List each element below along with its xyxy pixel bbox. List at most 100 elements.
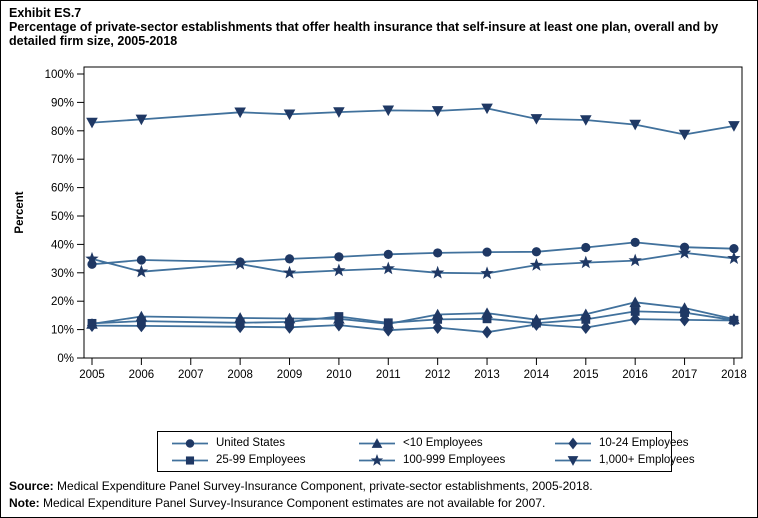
x-tick-label: 2009: [277, 369, 303, 381]
star-marker: [233, 256, 247, 270]
star-marker: [85, 251, 99, 265]
x-tick-label: 2017: [672, 369, 698, 381]
triangle-down-marker: [728, 121, 740, 132]
y-tick-label: 100%: [45, 69, 74, 81]
note-text: Medical Expenditure Panel Survey-Insuran…: [39, 496, 546, 510]
diamond-marker: [630, 312, 641, 326]
square-marker: [285, 317, 294, 327]
square-marker: [136, 316, 146, 326]
note-line: Note: Medical Expenditure Panel Survey-I…: [9, 495, 751, 512]
legend-sample-square: [172, 455, 208, 465]
square-marker: [532, 318, 541, 328]
y-tick-label: 40%: [51, 239, 74, 251]
y-tick-label: 60%: [51, 183, 74, 195]
star-marker: [677, 245, 692, 259]
exhibit-label: Exhibit ES.7: [9, 6, 82, 20]
legend-label: 100-999 Employees: [403, 454, 506, 466]
circle-marker: [482, 247, 492, 257]
legend-entry: <10 Employees: [358, 435, 554, 451]
triangle-down-marker: [567, 455, 579, 466]
y-axis-title: Percent: [14, 191, 26, 233]
star-marker: [628, 253, 642, 267]
square-marker: [482, 314, 492, 324]
star-marker: [431, 265, 445, 279]
square-marker: [581, 314, 591, 324]
note-label: Note:: [9, 496, 40, 510]
triangle-down-marker: [234, 107, 246, 119]
chart-title: Percentage of private-sector establishme…: [9, 20, 719, 48]
diamond-marker: [568, 437, 578, 449]
star-marker: [480, 266, 494, 280]
x-tick-label: 2010: [326, 369, 352, 381]
x-tick-label: 2007: [178, 369, 204, 381]
triangle-down-marker: [431, 106, 444, 117]
y-tick-label: 0%: [57, 353, 74, 365]
square-marker: [729, 315, 739, 325]
triangle-down-marker: [678, 129, 691, 141]
legend-sample-diamond: [555, 437, 591, 449]
legend-sample-star: [359, 453, 395, 466]
title-block: Exhibit ES.7 Percentage of private-secto…: [9, 6, 751, 48]
legend-label: 10-24 Employees: [599, 437, 689, 449]
x-tick-label: 2005: [79, 369, 105, 381]
legend-label: <10 Employees: [403, 437, 483, 449]
x-tick-label: 2012: [425, 369, 451, 381]
square-marker: [235, 318, 245, 328]
circle-marker: [630, 237, 640, 248]
x-tick-label: 2014: [524, 369, 550, 381]
x-tick-label: 2008: [227, 369, 253, 381]
circle-marker: [433, 248, 443, 258]
star-marker: [282, 265, 297, 279]
square-marker: [630, 307, 640, 316]
legend-entry: 100-999 Employees: [358, 452, 554, 468]
y-tick-label: 20%: [51, 296, 74, 308]
star-marker: [332, 263, 346, 277]
legend-entry: 25-99 Employees: [171, 452, 358, 468]
triangle-down-marker: [86, 117, 98, 129]
series-markers: [85, 245, 741, 280]
y-tick-label: 30%: [51, 268, 74, 280]
y-tick-label: 80%: [51, 126, 74, 138]
line-chart: 0% 10% 20% 30% 40% 50% 60% 70% 80% 90% 100% Percent…: [14, 66, 747, 381]
star-marker: [529, 258, 544, 271]
circle-marker: [581, 242, 591, 253]
star-marker: [727, 251, 741, 264]
legend-entry: United States: [171, 435, 358, 451]
triangle-up-marker: [371, 437, 383, 448]
triangle-down-marker: [530, 114, 543, 125]
diamond-marker: [432, 321, 443, 335]
diamond-marker: [482, 325, 493, 339]
x-tick-label: 2015: [573, 369, 599, 381]
square-marker: [185, 455, 195, 465]
triangle-down-marker: [629, 119, 641, 131]
footer: Source: Medical Expenditure Panel Survey…: [9, 478, 751, 512]
diamond-marker: [580, 321, 591, 335]
plot-border: [83, 66, 743, 359]
circle-marker: [185, 438, 195, 448]
circle-marker: [284, 254, 295, 264]
star-marker: [579, 255, 593, 269]
series-markers: [86, 103, 740, 141]
triangle-down-marker: [382, 105, 395, 117]
star-marker: [381, 261, 395, 275]
square-marker: [433, 314, 443, 324]
circle-marker: [334, 252, 344, 262]
source-text: Medical Expenditure Panel Survey-Insuran…: [53, 479, 593, 493]
legend: United States <10 Employees 10-24 Employee…: [157, 431, 695, 472]
square-marker: [383, 318, 393, 328]
triangle-down-marker: [283, 109, 296, 121]
square-marker: [334, 312, 344, 321]
legend-sample-circle: [172, 438, 208, 448]
series-markers: [87, 307, 739, 328]
square-marker: [87, 318, 97, 328]
triangle-down-marker: [580, 115, 592, 126]
x-tick-label: 2006: [129, 369, 155, 381]
star-marker: [370, 453, 384, 466]
triangle-up-marker: [629, 296, 641, 308]
legend-label: United States: [216, 437, 286, 449]
x-tick-label: 2011: [376, 369, 401, 381]
diamond-marker: [333, 318, 344, 332]
legend-label: 1,000+ Employees: [599, 454, 695, 466]
series-markers: [86, 296, 740, 329]
